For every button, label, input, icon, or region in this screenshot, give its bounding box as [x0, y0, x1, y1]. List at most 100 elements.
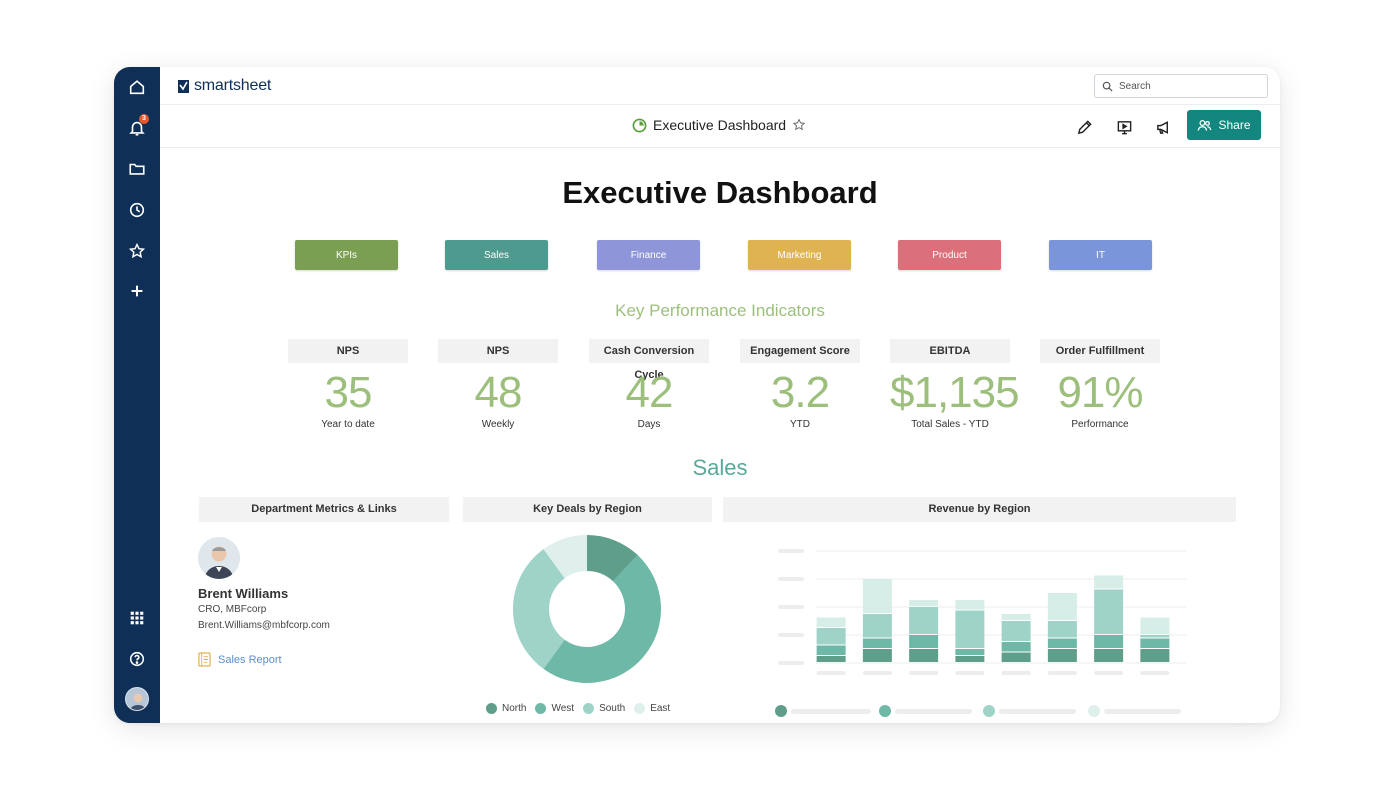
kpi-label: EBITDA [890, 339, 1010, 363]
share-label: Share [1218, 118, 1251, 132]
revenue-stacked-bar-chart [778, 549, 1186, 675]
edit-icon[interactable] [1074, 117, 1094, 137]
kpi-section-title: Key Performance Indicators [615, 301, 825, 320]
legend-label: West [551, 703, 575, 714]
nav-button-product[interactable]: Product [898, 240, 1001, 270]
bar-segment [816, 617, 846, 627]
nav-button-marketing[interactable]: Marketing [748, 240, 851, 270]
bar-segment [1094, 589, 1124, 634]
dashboard-heading: Executive Dashboard [562, 175, 878, 210]
bar-segment [1047, 649, 1077, 662]
logo-mark-icon [178, 79, 189, 93]
kpi-value: 48 [474, 368, 523, 417]
report-doc-icon [198, 652, 211, 667]
legend-item-east: East [634, 703, 670, 714]
bar-segment [1094, 635, 1124, 648]
bar-segment [816, 645, 846, 655]
bar-segment [909, 607, 939, 634]
kpi-label: Cash Conversion Cycle [589, 339, 709, 381]
y-tick-placeholder [778, 633, 804, 637]
kpi-caption: YTD [790, 419, 810, 430]
sales-section-title: Sales [692, 455, 748, 480]
kpi-caption: Weekly [481, 419, 515, 430]
legend-placeholder-bar [1104, 709, 1181, 714]
kpi-value: $1,135 [890, 368, 1020, 417]
present-icon[interactable] [1114, 117, 1134, 137]
bar-segment [1001, 621, 1031, 641]
legend-label: South [599, 703, 626, 714]
kpi-value: 35 [324, 368, 373, 417]
bar-segment [816, 628, 846, 645]
folder-icon[interactable] [125, 157, 149, 181]
smartsheet-logo[interactable]: smartsheet [178, 77, 271, 95]
x-tick-placeholder [1001, 671, 1031, 675]
revenue-legend-placeholder [775, 705, 1181, 717]
title-bar: Executive Dashboard Share [160, 105, 1280, 148]
dashboard-content: Executive Dashboard KPIs Sales Finance M… [160, 149, 1280, 723]
help-icon[interactable] [125, 647, 149, 671]
user-avatar[interactable] [125, 687, 149, 711]
kpi-label: NPS [288, 339, 408, 363]
legend-label: North [502, 703, 527, 714]
share-users-icon [1198, 119, 1212, 131]
legend-swatch [983, 705, 995, 717]
legend-placeholder-bar [999, 709, 1076, 714]
legend-item-south: South [583, 703, 625, 714]
x-tick-placeholder [955, 671, 985, 675]
bar-segment [955, 600, 985, 610]
kpi-caption: Total Sales - YTD [911, 419, 989, 430]
x-tick-placeholder [862, 671, 892, 675]
nav-button-it[interactable]: IT [1049, 240, 1152, 270]
nav-button-sales[interactable]: Sales [445, 240, 548, 270]
x-tick-placeholder [1047, 671, 1077, 675]
bar-segment [1047, 621, 1077, 638]
legend-swatch [634, 703, 646, 714]
bar-segment [1047, 638, 1077, 648]
kpi-label: Order Fulfillment [1040, 339, 1160, 363]
apps-grid-icon[interactable] [125, 606, 149, 630]
announce-icon[interactable] [1153, 117, 1173, 137]
sales-report-link[interactable]: Sales Report [198, 652, 282, 667]
legend-placeholder-bar [895, 709, 972, 714]
kpi-caption: Days [637, 419, 661, 430]
legend-swatch [1088, 705, 1100, 717]
bar-segment [955, 649, 985, 655]
kpi-card: NPS 35 Year to date [288, 339, 408, 430]
favorites-icon[interactable] [125, 239, 149, 263]
kpi-label: Engagement Score [740, 339, 860, 363]
y-tick-placeholder [778, 661, 804, 665]
add-icon[interactable] [125, 279, 149, 303]
search-icon [1102, 81, 1113, 92]
kpi-label: NPS [438, 339, 558, 363]
legend-swatch [879, 705, 891, 717]
nav-button-finance[interactable]: Finance [597, 240, 700, 270]
search-input[interactable]: Search [1094, 74, 1268, 98]
search-placeholder: Search [1119, 80, 1151, 92]
bar-segment [1001, 652, 1031, 662]
recents-icon[interactable] [125, 198, 149, 222]
home-icon[interactable] [125, 75, 149, 99]
share-button[interactable]: Share [1187, 110, 1261, 140]
donut-slice-south [513, 549, 565, 669]
bar-segment [1001, 642, 1031, 652]
favorite-star-icon[interactable] [792, 118, 806, 132]
contact-role: CRO, MBFcorp [198, 604, 267, 615]
legend-item-west: West [535, 703, 574, 714]
kpi-value: 42 [625, 368, 674, 417]
bar-segment [862, 649, 892, 662]
bar-segment [909, 600, 939, 606]
bar-segment [955, 610, 985, 648]
bar-segment [1001, 614, 1031, 620]
notifications-icon[interactable]: 3 [125, 114, 149, 140]
donut-slice-east [543, 535, 587, 579]
bar-segment [862, 579, 892, 613]
donut-slice-north [587, 535, 638, 582]
dashboard-icon [632, 118, 647, 132]
contact-email[interactable]: Brent.Williams@mbfcorp.com [198, 620, 330, 631]
y-tick-placeholder [778, 605, 804, 609]
nav-button-kpis[interactable]: KPIs [295, 240, 398, 270]
contact-avatar [198, 537, 240, 579]
contact-name: Brent Williams [198, 586, 289, 601]
x-tick-placeholder [909, 671, 939, 675]
legend-item-north: North [486, 703, 526, 714]
